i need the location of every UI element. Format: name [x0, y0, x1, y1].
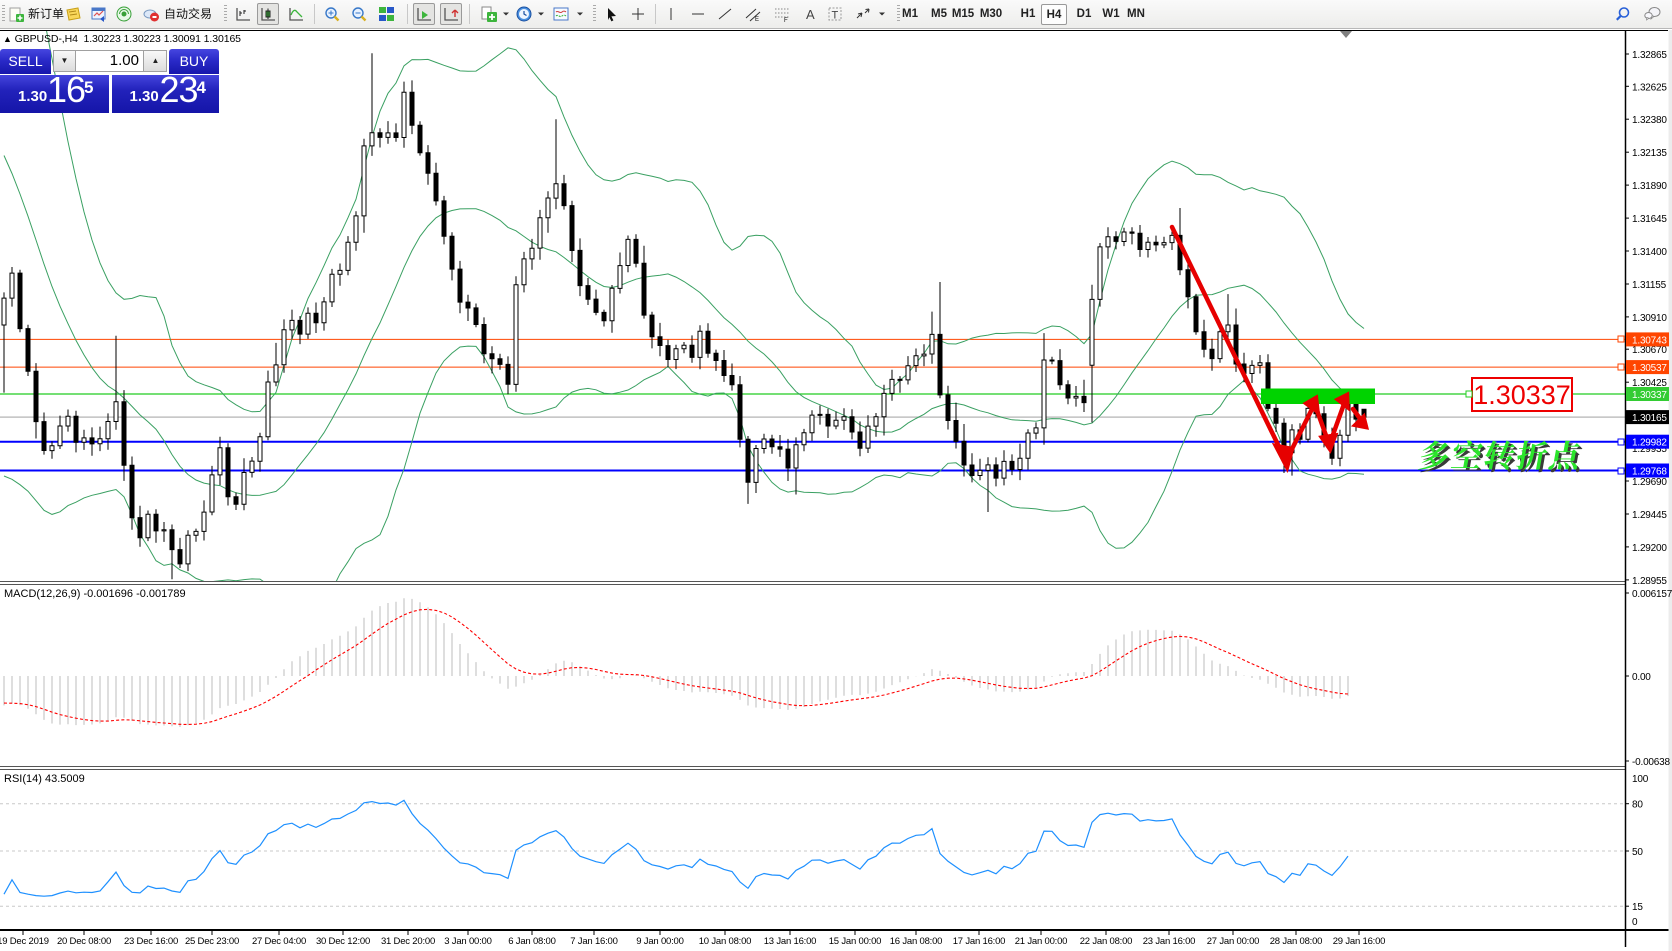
svg-text:1.30337: 1.30337: [1632, 390, 1667, 401]
svg-text:1.31645: 1.31645: [1632, 214, 1667, 225]
svg-text:1.29982: 1.29982: [1632, 438, 1667, 449]
svg-text:1.29690: 1.29690: [1632, 477, 1667, 488]
svg-text:1.32625: 1.32625: [1632, 82, 1667, 93]
svg-text:10 Jan 08:00: 10 Jan 08:00: [699, 936, 752, 947]
svg-text:22 Jan 08:00: 22 Jan 08:00: [1080, 936, 1133, 947]
svg-text:1.32135: 1.32135: [1632, 148, 1667, 159]
svg-text:1.29200: 1.29200: [1632, 543, 1667, 554]
svg-text:80: 80: [1632, 800, 1643, 811]
svg-text:27 Jan 00:00: 27 Jan 00:00: [1207, 936, 1260, 947]
svg-text:MACD(12,26,9) -0.001696 -0.001: MACD(12,26,9) -0.001696 -0.001789: [4, 588, 186, 600]
svg-text:-0.00638: -0.00638: [1632, 757, 1671, 768]
svg-text:29 Jan 16:00: 29 Jan 16:00: [1333, 936, 1386, 947]
svg-text:1.30743: 1.30743: [1632, 335, 1667, 346]
svg-text:31 Dec 20:00: 31 Dec 20:00: [381, 936, 435, 947]
svg-text:1.31890: 1.31890: [1632, 181, 1667, 192]
svg-text:50: 50: [1632, 847, 1643, 858]
svg-text:9 Jan 00:00: 9 Jan 00:00: [636, 936, 683, 947]
svg-text:0: 0: [1632, 917, 1638, 928]
svg-text:30 Dec 12:00: 30 Dec 12:00: [316, 936, 370, 947]
svg-text:1.30165: 1.30165: [1632, 413, 1667, 424]
svg-text:1.30337: 1.30337: [1473, 380, 1571, 410]
svg-text:1.32865: 1.32865: [1632, 50, 1667, 61]
svg-text:23 Jan 16:00: 23 Jan 16:00: [1143, 936, 1196, 947]
svg-text:20 Dec 08:00: 20 Dec 08:00: [57, 936, 111, 947]
svg-text:1.30670: 1.30670: [1632, 345, 1667, 356]
svg-text:23 Dec 16:00: 23 Dec 16:00: [124, 936, 178, 947]
svg-text:1.29445: 1.29445: [1632, 510, 1667, 521]
svg-text:1.31400: 1.31400: [1632, 247, 1667, 258]
svg-text:0.00: 0.00: [1632, 672, 1651, 683]
svg-text:3 Jan 00:00: 3 Jan 00:00: [444, 936, 491, 947]
svg-text:0.006157: 0.006157: [1632, 589, 1672, 600]
svg-text:1.30425: 1.30425: [1632, 378, 1667, 389]
svg-text:1.30910: 1.30910: [1632, 313, 1667, 324]
svg-text:7 Jan 16:00: 7 Jan 16:00: [570, 936, 617, 947]
svg-text:1.30537: 1.30537: [1632, 363, 1667, 374]
svg-text:1.31155: 1.31155: [1632, 280, 1667, 291]
svg-text:17 Jan 16:00: 17 Jan 16:00: [953, 936, 1006, 947]
svg-text:1.28955: 1.28955: [1632, 576, 1667, 587]
svg-text:19 Dec 2019: 19 Dec 2019: [0, 936, 49, 947]
svg-text:16 Jan 08:00: 16 Jan 08:00: [890, 936, 943, 947]
svg-text:A: A: [806, 7, 815, 22]
svg-text:15: 15: [1632, 902, 1643, 913]
svg-text:1.29935: 1.29935: [1632, 444, 1667, 455]
svg-text:13 Jan 16:00: 13 Jan 16:00: [764, 936, 817, 947]
svg-text:15 Jan 00:00: 15 Jan 00:00: [829, 936, 882, 947]
svg-text:1.32380: 1.32380: [1632, 115, 1667, 126]
svg-text:E: E: [755, 17, 759, 23]
svg-text:21 Jan 00:00: 21 Jan 00:00: [1015, 936, 1068, 947]
svg-text:F: F: [784, 18, 788, 23]
svg-text:6 Jan 08:00: 6 Jan 08:00: [508, 936, 555, 947]
svg-text:RSI(14) 43.5009: RSI(14) 43.5009: [4, 773, 85, 785]
svg-text:25 Dec 23:00: 25 Dec 23:00: [185, 936, 239, 947]
svg-text:T: T: [831, 9, 838, 21]
svg-text:1.29768: 1.29768: [1632, 467, 1667, 478]
svg-text:100: 100: [1632, 774, 1649, 785]
svg-text:28 Jan 08:00: 28 Jan 08:00: [1270, 936, 1323, 947]
svg-text:27 Dec 04:00: 27 Dec 04:00: [252, 936, 306, 947]
